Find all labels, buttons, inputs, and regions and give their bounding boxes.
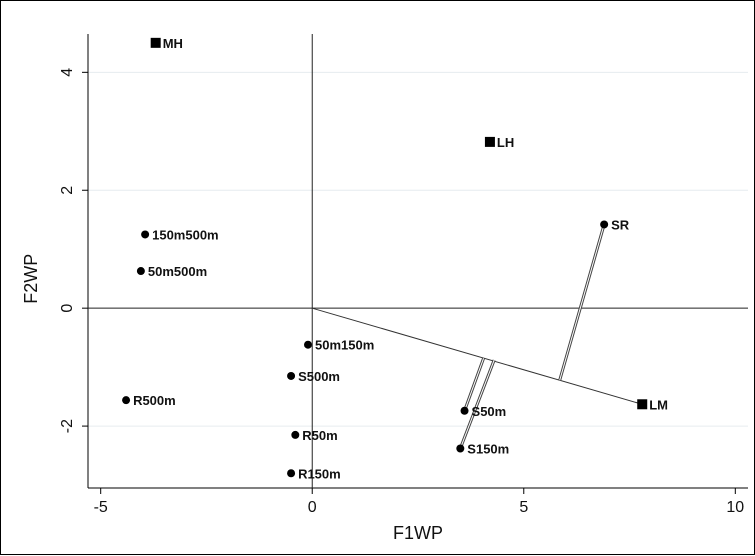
- projection-lines: [312, 224, 643, 450]
- point-label: SR: [611, 217, 630, 232]
- vector-line: [312, 307, 643, 405]
- point-label: 50m500m: [148, 264, 207, 279]
- point-label: R50m: [302, 428, 337, 443]
- point-label: 50m150m: [315, 338, 374, 353]
- y-axis-title: F2WP: [21, 254, 41, 304]
- tick-labels: -5 0 5 10 -2 0 2 4: [59, 68, 744, 516]
- point-circle: [291, 430, 300, 439]
- point-circle: [122, 396, 131, 405]
- x-tick-label: 10: [726, 499, 744, 516]
- x-tick-label: 5: [519, 499, 528, 516]
- y-tick-label: -2: [59, 419, 76, 433]
- point-label: R500m: [133, 393, 176, 408]
- point-circle: [141, 230, 150, 239]
- gridlines: [88, 71, 748, 427]
- data-points: [122, 37, 648, 478]
- y-tick-label: 0: [59, 304, 76, 313]
- point-label: S50m: [472, 404, 507, 419]
- point-label: S150m: [467, 441, 509, 456]
- reference-lines: [88, 34, 748, 488]
- point-circle: [304, 340, 312, 349]
- x-tick-label: -5: [94, 499, 108, 516]
- axes: [82, 34, 748, 494]
- point-circle: [136, 267, 145, 276]
- point-circle: [287, 371, 296, 380]
- point-square: [150, 37, 161, 48]
- point-circle: [456, 444, 465, 453]
- x-tick-label: 0: [308, 499, 317, 516]
- point-label: LH: [497, 135, 514, 150]
- projection-line-inner: [559, 224, 605, 381]
- y-tick-label: 2: [59, 186, 76, 195]
- point-circle: [600, 220, 609, 229]
- point-label: MH: [163, 36, 183, 51]
- projection-line-inner: [459, 359, 495, 449]
- point-label: S500m: [298, 369, 340, 384]
- point-circle: [460, 406, 469, 415]
- y-tick-label: 4: [59, 68, 76, 77]
- point-label: R150m: [298, 466, 341, 481]
- point-labels: MH LH LM 150m500m 50m500m SR 50m150m S500m R500m…: [133, 36, 668, 481]
- point-label: 150m500m: [152, 227, 219, 242]
- point-square: [637, 399, 648, 410]
- projection-line-inner: [464, 358, 485, 411]
- point-label: LM: [649, 397, 668, 412]
- x-axis-title: F1WP: [393, 523, 443, 543]
- point-square: [484, 136, 495, 147]
- point-circle: [287, 469, 296, 478]
